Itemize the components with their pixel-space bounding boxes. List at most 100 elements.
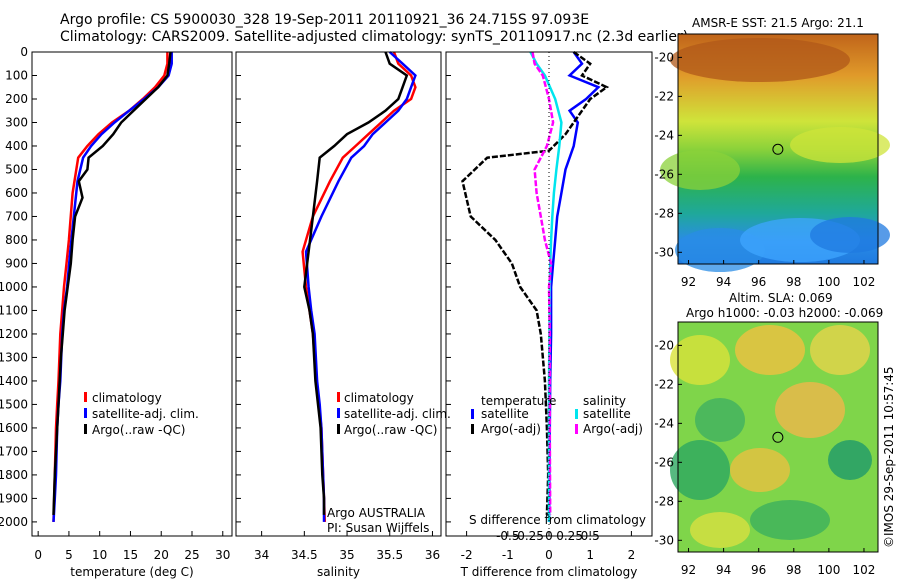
difference-series-argo-adj-: [531, 51, 555, 515]
x-tick-label: 20: [154, 548, 169, 562]
x-tick-label: 36: [425, 548, 440, 562]
temperature-series-argo-raw-qc-: [52, 51, 172, 515]
imos-timestamp: ©IMOS 29-Sep-2011 10:57:45: [882, 366, 896, 548]
y-tick-label: -26: [654, 167, 674, 181]
temperature-panel: 0 5 10 15 20 25 30 temperature (deg C) 0 100 200 30…: [0, 45, 233, 579]
x-axis-label: temperature (deg C): [70, 565, 193, 579]
y-tick-label: 1000: [0, 280, 28, 294]
x2-tick-label: 0: [545, 529, 553, 543]
x-tick-label: 96: [751, 275, 766, 289]
y-tick-label: 600: [5, 186, 28, 200]
y-tick-label: 1800: [0, 468, 28, 482]
x-tick-label: 100: [817, 275, 840, 289]
legend-swatch-climatology: [337, 392, 340, 402]
x-axis-label: T difference from climatology: [460, 565, 638, 579]
legend-label-t-argo: Argo(-adj): [481, 422, 541, 436]
x-tick-label: 30: [215, 548, 230, 562]
temperature-series-climatology: [52, 52, 169, 522]
sla_map-frame: [677, 321, 879, 553]
legend-swatch-s-argo: [575, 424, 578, 434]
x-tick-label: 100: [817, 563, 840, 577]
sla-field-patch: [670, 335, 730, 385]
legend-label-satellite: satellite-adj. clim.: [92, 407, 199, 421]
y-tick-label: 1700: [0, 444, 28, 458]
sla-field-patch: [775, 382, 845, 438]
y-tick-label: -28: [654, 494, 674, 508]
sla-field-patch: [730, 448, 790, 492]
x-axis-label: salinity: [317, 565, 360, 579]
y-tick-label: 1500: [0, 397, 28, 411]
x-tick-label: 15: [123, 548, 138, 562]
annotation-argo-australia: Argo AUSTRALIA: [327, 506, 426, 520]
y-tick-label: 800: [5, 233, 28, 247]
x2-tick-label: 0.25: [556, 529, 583, 543]
x2-tick-label: -0.5: [496, 529, 519, 543]
legend-label-s-argo: Argo(-adj): [583, 422, 643, 436]
x-tick-label: 94: [716, 275, 731, 289]
x-tick-label: 98: [786, 563, 801, 577]
sla-field-patch: [670, 440, 730, 500]
x-tick-label: 102: [853, 275, 876, 289]
legend-label-climatology: climatology: [92, 391, 162, 405]
y-tick-label: 100: [5, 68, 28, 82]
argo-location-marker: [772, 431, 784, 443]
y-tick-label: 900: [5, 256, 28, 270]
y-tick-label: -28: [654, 206, 674, 220]
header-line2: Climatology: CARS2009. Satellite-adjuste…: [60, 29, 688, 45]
sla-field-patch: [735, 325, 805, 375]
legend-swatch-argo: [337, 424, 340, 434]
sla-field-patch: [828, 440, 872, 480]
temperature-frame: [31, 51, 233, 537]
sst_map-frame: [677, 33, 879, 265]
legend-label-argo: Argo(..raw -QC): [344, 423, 437, 437]
x-tick-label: 92: [681, 563, 696, 577]
x-tick-label: 35: [339, 548, 354, 562]
header-line1: Argo profile: CS 5900030_328 19-Sep-2011…: [60, 12, 589, 28]
y-tick-label: 500: [5, 162, 28, 176]
legend-swatch-t-satellite: [471, 409, 474, 419]
difference-series-satellite: [547, 51, 601, 522]
salinity-legend: climatology satellite-adj. clim. Argo(..…: [327, 391, 451, 535]
x-tick-label: 1: [586, 548, 594, 562]
sla-field-patch: [750, 500, 830, 540]
salinity-panel: 34 34.5 35 35.5 36 salinity: [235, 51, 442, 579]
salinity-series-climatology: [301, 51, 417, 522]
argo-location-marker: [772, 143, 784, 155]
x-tick-label: 0: [545, 548, 553, 562]
sst-map-title: AMSR-E SST: 21.5 Argo: 21.1: [692, 16, 864, 30]
y-tick-label: 700: [5, 209, 28, 223]
difference-series-satellite: [529, 51, 563, 522]
y-tick-label: 1300: [0, 350, 28, 364]
sla-map-title: Altim. SLA: 0.069: [729, 291, 833, 305]
x-tick-label: 94: [716, 563, 731, 577]
y-tick-label: 200: [5, 92, 28, 106]
x-tick-label: 25: [184, 548, 199, 562]
sla-field-patch: [695, 398, 745, 442]
sst-field-patch: [670, 38, 850, 82]
difference-series-argo-adj-: [461, 50, 610, 515]
legend-label-satellite: satellite-adj. clim.: [344, 407, 451, 421]
y-tick-label: -20: [654, 338, 674, 352]
y-tick-label: 2000: [0, 515, 28, 529]
x-tick-label: 2: [628, 548, 636, 562]
x-tick-label: 0: [34, 548, 42, 562]
x-tick-label: 34: [254, 548, 269, 562]
salinity-frame: [235, 51, 442, 537]
x-tick-label: 34.5: [291, 548, 318, 562]
x-tick-label: 5: [65, 548, 73, 562]
y-tick-label: -30: [654, 245, 674, 259]
legend-label-climatology: climatology: [344, 391, 414, 405]
legend-swatch-argo: [84, 424, 87, 434]
x-tick-label: 96: [751, 563, 766, 577]
y-tick-label: 1200: [0, 327, 28, 341]
legend-label-t-satellite: satellite: [481, 407, 529, 421]
legend-title-temperature: temperature: [481, 394, 556, 408]
sla-field-patch: [810, 325, 870, 375]
y-tick-label: 1600: [0, 421, 28, 435]
y-tick-label: 300: [5, 115, 28, 129]
legend-label-argo: Argo(..raw -QC): [92, 423, 185, 437]
sla-field-patch: [690, 512, 750, 548]
sst_map-panel: 92 94 96 98 100 102 -20 -22 -24 -26 -28 -30: [654, 33, 890, 289]
difference-panel: -2 -1 0 1 2 -0.5-0.25 0 0.250.5 T difference fro…: [445, 50, 653, 579]
